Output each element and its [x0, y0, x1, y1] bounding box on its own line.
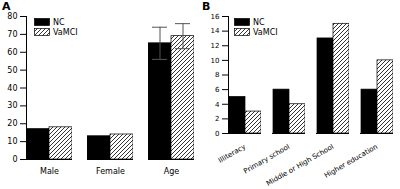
svg-text:30: 30: [7, 101, 17, 110]
svg-text:60: 60: [7, 48, 17, 57]
svg-text:Male: Male: [40, 167, 59, 176]
svg-text:Age: Age: [164, 167, 180, 176]
svg-text:10: 10: [7, 137, 17, 146]
svg-text:50: 50: [7, 66, 17, 75]
svg-text:20: 20: [7, 119, 17, 128]
svg-text:14: 14: [211, 27, 220, 35]
svg-text:6: 6: [215, 86, 220, 94]
svg-text:16: 16: [211, 13, 220, 21]
html-text:A: A: [2, 0, 11, 13]
svg-text:8: 8: [215, 71, 219, 79]
svg-text:10: 10: [211, 57, 220, 65]
html-text:VaMCI: VaMCI: [53, 27, 78, 37]
svg-text:12: 12: [211, 42, 220, 50]
svg-text:Female: Female: [96, 167, 125, 176]
svg-text:Primary school: Primary school: [242, 142, 292, 176]
svg-text:Illiteracy: Illiteracy: [217, 143, 247, 165]
svg-text:80: 80: [7, 12, 17, 21]
html-text:NC: NC: [253, 17, 265, 27]
svg-text:Higher education: Higher education: [323, 143, 379, 180]
svg-text:Middle or High School: Middle or High School: [265, 143, 335, 188]
html-text:B: B: [202, 0, 211, 13]
html-text:NC: NC: [53, 17, 65, 27]
svg-text:4: 4: [215, 100, 220, 108]
svg-text:40: 40: [7, 84, 17, 93]
svg-text:0: 0: [12, 155, 17, 164]
svg-text:70: 70: [7, 30, 17, 39]
svg-text:0: 0: [215, 130, 219, 138]
svg-text:2: 2: [215, 115, 219, 123]
html-text:VaMCI: VaMCI: [253, 27, 278, 37]
